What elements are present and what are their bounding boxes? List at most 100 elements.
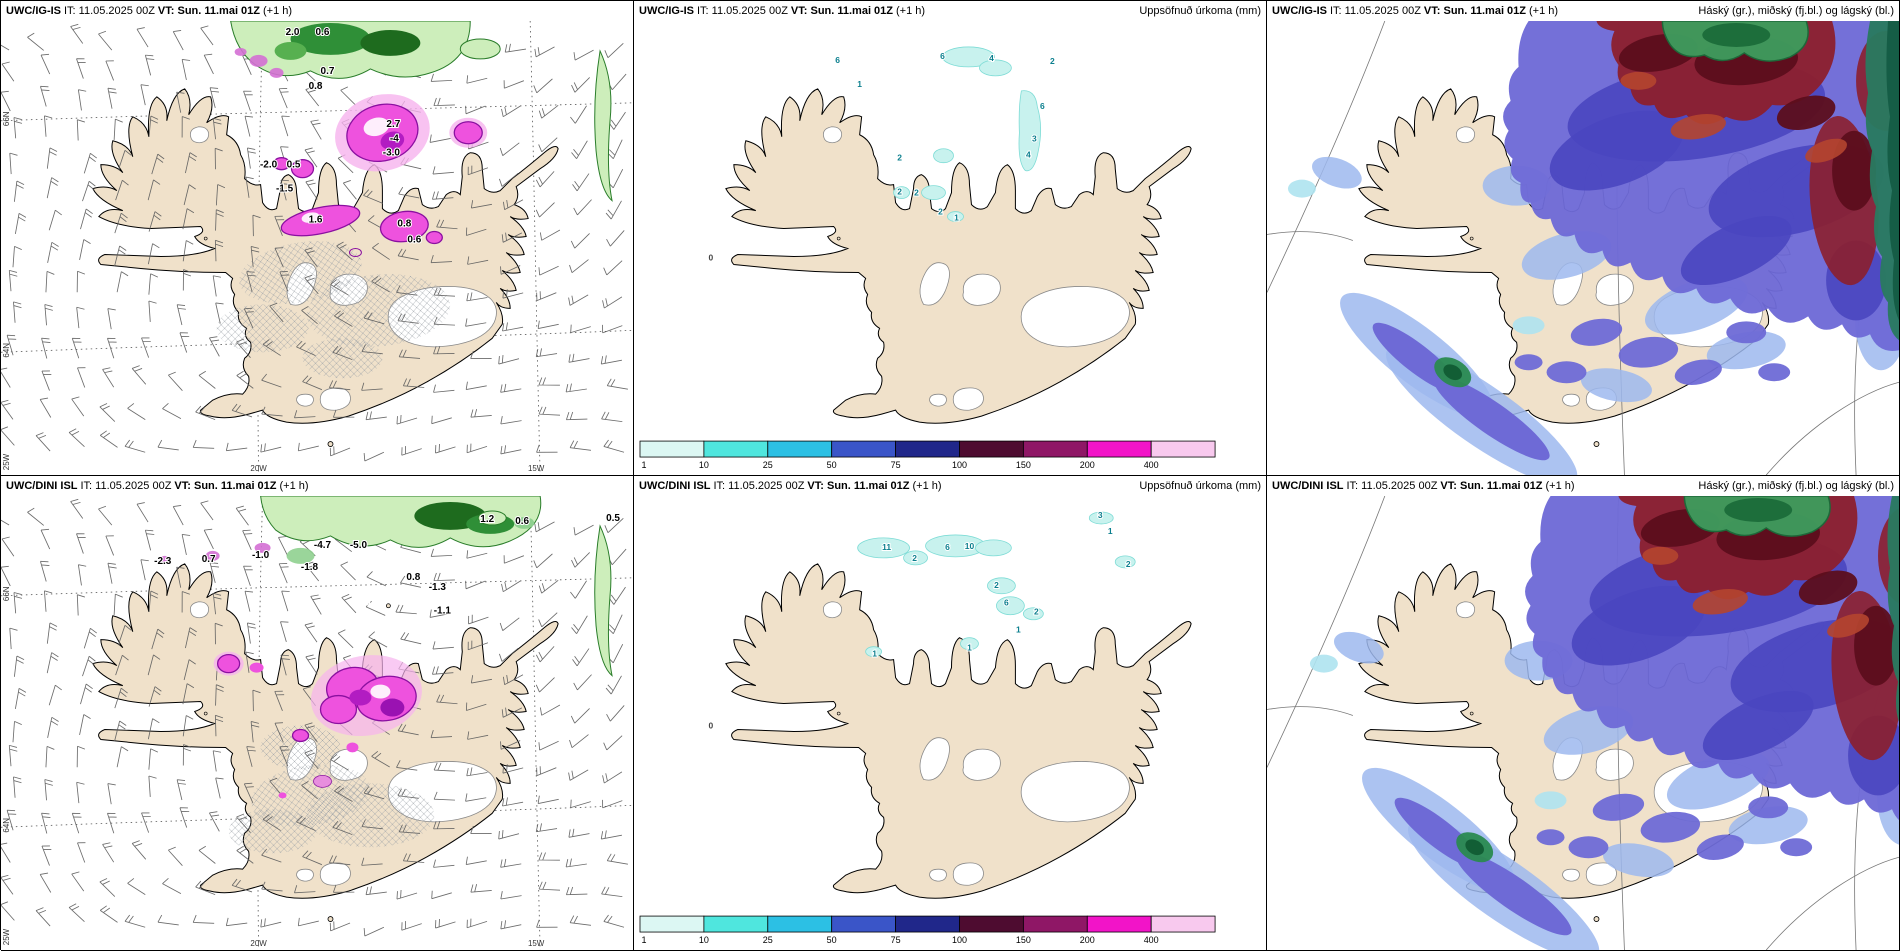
svg-text:0.6: 0.6 bbox=[515, 516, 529, 527]
map-layers: 0.5 1.2 0.6 -4.7 -5.0 -1.0 0.7 -2.3 -1.8 0.8 -1.3 -… bbox=[1, 496, 633, 950]
lead-time: (+1 h) bbox=[279, 480, 309, 492]
cloud-cover-layer bbox=[1309, 496, 1899, 950]
svg-text:200: 200 bbox=[1080, 935, 1095, 945]
svg-text:1: 1 bbox=[1108, 526, 1113, 536]
svg-text:100: 100 bbox=[952, 935, 967, 945]
lead-time: (+1 h) bbox=[263, 5, 293, 17]
svg-text:10: 10 bbox=[699, 460, 709, 470]
panel-header-left: UWC/IG-IS IT: 11.05.2025 00Z VT: Sun. 11.m… bbox=[6, 5, 295, 17]
init-time: IT: 11.05.2025 00Z bbox=[1330, 5, 1421, 17]
wind-map: 2.0 0.6 0.7 0.8 2.7 -4 -3.0 -2.0 0.5 -1.5 1.6 0.8 0.… bbox=[1, 21, 633, 475]
svg-text:1: 1 bbox=[967, 643, 972, 653]
lead-time: (+1 h) bbox=[1545, 480, 1575, 492]
svg-text:25: 25 bbox=[763, 935, 773, 945]
svg-text:100: 100 bbox=[952, 460, 967, 470]
lead-time: (+1 h) bbox=[912, 480, 942, 492]
svg-text:2: 2 bbox=[994, 580, 999, 590]
valid-time: VT: Sun. 11.mai 01Z bbox=[157, 5, 261, 17]
svg-text:6: 6 bbox=[1004, 598, 1009, 608]
svg-text:1.2: 1.2 bbox=[480, 514, 494, 525]
panel-title: Háský (gr.), miðský (fj.bl.) og lágský (… bbox=[1698, 480, 1894, 492]
map-layers: 2.0 0.6 0.7 0.8 2.7 -4 -3.0 -2.0 0.5 -1.5 1.6 0.8 0.… bbox=[1, 21, 633, 475]
svg-text:6: 6 bbox=[945, 542, 950, 552]
panel-precip-uwc-ig-is: UWC/IG-IS IT: 11.05.2025 00Z VT: Sun. 11.m… bbox=[634, 1, 1267, 476]
cloud-cover-layer bbox=[1287, 21, 1899, 475]
cloud-map bbox=[1267, 496, 1899, 950]
svg-text:6: 6 bbox=[1040, 101, 1045, 111]
svg-text:0.8: 0.8 bbox=[406, 572, 420, 583]
lead-time: (+1 h) bbox=[1529, 5, 1559, 17]
precip-colorbar: 1 10 25 50 75 100 150 200 400 bbox=[639, 440, 1216, 470]
init-time: IT: 11.05.2025 00Z bbox=[697, 5, 788, 17]
svg-text:1: 1 bbox=[872, 649, 877, 659]
svg-text:0.8: 0.8 bbox=[397, 219, 411, 230]
init-time: IT: 11.05.2025 00Z bbox=[80, 480, 172, 492]
svg-text:-4: -4 bbox=[390, 134, 399, 145]
wind-map: 0.5 1.2 0.6 -4.7 -5.0 -1.0 0.7 -2.3 -1.8 0.8 -1.3 -… bbox=[1, 496, 633, 950]
svg-text:2: 2 bbox=[897, 187, 902, 197]
panel-header-left: UWC/DINI ISL IT: 11.05.2025 00Z VT: Sun. 1… bbox=[1272, 480, 1578, 492]
svg-text:66N: 66N bbox=[2, 111, 11, 126]
svg-text:-1.5: -1.5 bbox=[276, 184, 294, 195]
panel-cloud-uwc-ig-is: UWC/IG-IS IT: 11.05.2025 00Z VT: Sun. 11.m… bbox=[1267, 1, 1900, 476]
svg-text:2: 2 bbox=[1050, 56, 1055, 66]
svg-text:150: 150 bbox=[1016, 935, 1031, 945]
panel-header: UWC/DINI ISL IT: 11.05.2025 00Z VT: Sun. 1… bbox=[1, 476, 633, 496]
lead-time: (+1 h) bbox=[896, 5, 926, 17]
svg-text:-4.2: -4.2 bbox=[383, 584, 401, 595]
svg-text:0.5: 0.5 bbox=[287, 160, 301, 171]
panel-header: UWC/IG-IS IT: 11.05.2025 00Z VT: Sun. 11.m… bbox=[634, 1, 1266, 21]
svg-text:64N: 64N bbox=[2, 818, 11, 833]
panel-header-left: UWC/IG-IS IT: 11.05.2025 00Z VT: Sun. 11.m… bbox=[639, 5, 928, 17]
model-name: UWC/DINI ISL bbox=[639, 480, 711, 492]
svg-text:11: 11 bbox=[882, 542, 891, 552]
svg-text:-1.1: -1.1 bbox=[434, 606, 452, 617]
panel-header: UWC/IG-IS IT: 11.05.2025 00Z VT: Sun. 11.m… bbox=[1267, 1, 1899, 21]
svg-text:1: 1 bbox=[954, 213, 959, 223]
svg-text:0.7: 0.7 bbox=[202, 554, 216, 565]
svg-text:2.7: 2.7 bbox=[386, 119, 400, 130]
svg-text:66N: 66N bbox=[2, 586, 11, 601]
svg-text:2.0: 2.0 bbox=[286, 27, 300, 38]
svg-text:0: 0 bbox=[709, 720, 714, 730]
svg-text:400: 400 bbox=[1144, 460, 1159, 470]
svg-text:-5.0: -5.0 bbox=[350, 540, 368, 551]
valid-time: VT: Sun. 11.mai 01Z bbox=[1440, 480, 1543, 492]
svg-text:1: 1 bbox=[641, 460, 646, 470]
map-layers bbox=[1267, 496, 1899, 950]
panel-header: UWC/IG-IS IT: 11.05.2025 00Z VT: Sun. 11.m… bbox=[1, 1, 633, 21]
svg-text:2: 2 bbox=[914, 188, 919, 198]
panel-header-left: UWC/DINI ISL IT: 11.05.2025 00Z VT: Sun. 1… bbox=[6, 480, 312, 492]
svg-text:150: 150 bbox=[1016, 460, 1031, 470]
svg-text:3: 3 bbox=[1098, 510, 1103, 520]
svg-text:6: 6 bbox=[835, 55, 840, 65]
svg-text:3: 3 bbox=[1032, 134, 1037, 144]
panel-title: Uppsöfnuð úrkoma (mm) bbox=[1139, 5, 1261, 17]
svg-text:-5.6: -5.6 bbox=[362, 598, 380, 609]
svg-text:50: 50 bbox=[827, 935, 837, 945]
svg-text:20W: 20W bbox=[250, 464, 267, 473]
svg-text:2: 2 bbox=[897, 153, 902, 163]
svg-text:1: 1 bbox=[1016, 625, 1021, 635]
svg-text:0.6: 0.6 bbox=[407, 235, 421, 246]
model-name: UWC/DINI ISL bbox=[6, 480, 78, 492]
svg-text:0.5: 0.5 bbox=[606, 513, 620, 524]
svg-text:0.6: 0.6 bbox=[316, 27, 330, 38]
svg-text:4: 4 bbox=[989, 53, 994, 63]
init-time: IT: 11.05.2025 00Z bbox=[1346, 480, 1438, 492]
init-time: IT: 11.05.2025 00Z bbox=[713, 480, 805, 492]
svg-text:25W: 25W bbox=[2, 928, 11, 945]
map-layers bbox=[1267, 21, 1899, 475]
svg-text:75: 75 bbox=[891, 935, 901, 945]
precip-colorbar: 1 10 25 50 75 100 150 200 400 bbox=[639, 915, 1216, 945]
model-name: UWC/IG-IS bbox=[1272, 5, 1327, 17]
panel-precip-uwc-dini-isl: UWC/DINI ISL IT: 11.05.2025 00Z VT: Sun. 1… bbox=[634, 476, 1267, 951]
svg-text:-4.7: -4.7 bbox=[314, 540, 332, 551]
svg-text:-2.3: -2.3 bbox=[154, 556, 172, 567]
svg-text:75: 75 bbox=[891, 460, 901, 470]
svg-text:-3.0: -3.0 bbox=[383, 148, 401, 159]
